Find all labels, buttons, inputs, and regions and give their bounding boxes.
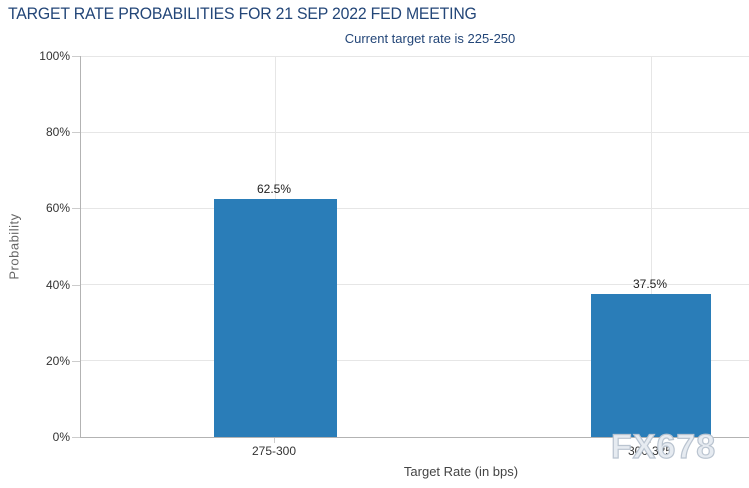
y-tick-mark <box>72 284 80 286</box>
gridline-horizontal <box>81 360 749 362</box>
y-tick-mark <box>72 208 80 210</box>
y-tick-label: 20% <box>45 353 70 368</box>
x-tick-label: 300-325 <box>627 444 673 458</box>
y-tick-label: 0% <box>52 430 70 444</box>
probability-bar-300-325 <box>591 294 711 437</box>
y-tick-mark <box>72 437 80 438</box>
watermark: FX678 <box>610 427 717 466</box>
x-axis-title: Target Rate (in bps) <box>403 464 519 479</box>
probability-bar-275-300 <box>213 198 337 437</box>
y-tick-mark <box>72 132 80 134</box>
y-tick-label: 60% <box>45 201 70 216</box>
gridline-horizontal <box>81 284 749 286</box>
chart-subtitle: Current target rate is 225-250 <box>344 31 516 46</box>
y-tick-mark <box>72 56 80 57</box>
y-axis-title: Probability <box>6 213 22 280</box>
chart-title: TARGET RATE PROBABILITIES FOR 21 SEP 202… <box>8 4 477 23</box>
bar-value-label: 37.5% <box>632 277 668 292</box>
y-tick-label: 80% <box>45 125 70 140</box>
y-tick-label: 100% <box>39 49 70 63</box>
gridline-vertical <box>651 56 652 437</box>
plot-area <box>80 56 749 438</box>
x-tick-label: 275-300 <box>251 444 297 458</box>
gridline-horizontal <box>81 131 749 133</box>
gridline-horizontal <box>81 56 749 57</box>
x-tick-mark <box>650 438 651 443</box>
gridline-horizontal <box>81 207 749 209</box>
y-tick-label: 40% <box>45 277 70 292</box>
x-tick-mark <box>274 438 275 443</box>
bar-value-label: 62.5% <box>256 181 292 196</box>
y-tick-mark <box>72 360 80 362</box>
